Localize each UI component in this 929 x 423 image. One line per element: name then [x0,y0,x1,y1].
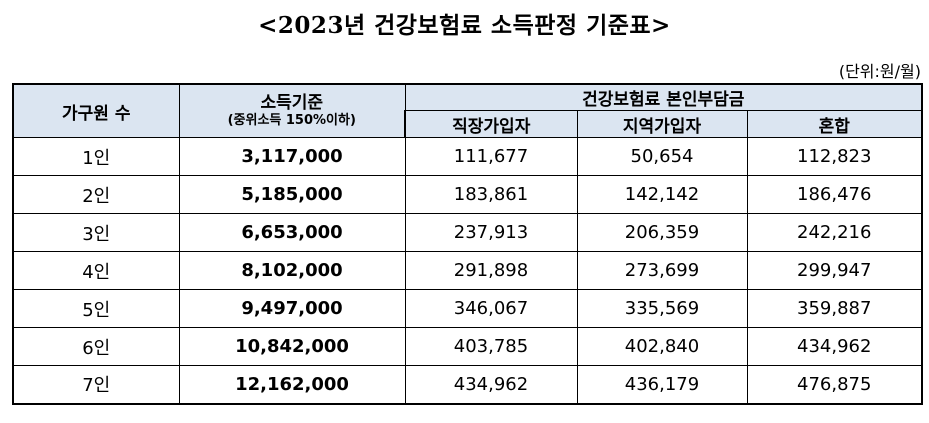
cell-regional: 273,699 [576,251,748,290]
cell-household-size: 3인 [12,213,180,252]
header-income-standard: 소득기준 (중위소득 150%이하) [178,83,406,138]
cell-workplace: 346,067 [404,289,578,328]
header-income-standard-label: 소득기준 [260,93,324,113]
header-workplace: 직장가입자 [404,110,578,138]
cell-mixed: 112,823 [746,137,923,176]
header-income-standard-note: (중위소득 150%이하) [227,113,356,128]
cell-household-size: 5인 [12,289,180,328]
cell-regional: 50,654 [576,137,748,176]
cell-household-size: 7인 [12,365,180,405]
cell-mixed: 242,216 [746,213,923,252]
unit-label: (단위:원/월) [838,62,921,81]
cell-income: 5,185,000 [178,175,406,214]
header-household-size: 가구원 수 [12,83,180,138]
cell-income: 3,117,000 [178,137,406,176]
cell-regional: 436,179 [576,365,748,405]
header-regional: 지역가입자 [576,110,748,138]
table-row: 2인 5,185,000 183,861 142,142 186,476 [12,175,923,214]
cell-mixed: 359,887 [746,289,923,328]
cell-household-size: 6인 [12,327,180,366]
table-row: 1인 3,117,000 111,677 50,654 112,823 [12,137,923,176]
cell-workplace: 183,861 [404,175,578,214]
table-row: 7인 12,162,000 434,962 436,179 476,875 [12,365,923,405]
cell-income: 6,653,000 [178,213,406,252]
cell-mixed: 186,476 [746,175,923,214]
cell-workplace: 237,913 [404,213,578,252]
cell-workplace: 434,962 [404,365,578,405]
cell-regional: 402,840 [576,327,748,366]
cell-mixed: 476,875 [746,365,923,405]
cell-income: 12,162,000 [178,365,406,405]
table-row: 6인 10,842,000 403,785 402,840 434,962 [12,327,923,366]
cell-income: 9,497,000 [178,289,406,328]
header-premium: 건강보험료 본인부담금 [404,83,923,111]
cell-regional: 142,142 [576,175,748,214]
cell-workplace: 291,898 [404,251,578,290]
page-title: <2023년 건강보험료 소득판정 기준표> [258,12,671,39]
cell-mixed: 299,947 [746,251,923,290]
cell-regional: 335,569 [576,289,748,328]
cell-household-size: 1인 [12,137,180,176]
table-row: 5인 9,497,000 346,067 335,569 359,887 [12,289,923,328]
table-row: 3인 6,653,000 237,913 206,359 242,216 [12,213,923,252]
cell-income: 8,102,000 [178,251,406,290]
table-row: 4인 8,102,000 291,898 273,699 299,947 [12,251,923,290]
cell-workplace: 111,677 [404,137,578,176]
cell-workplace: 403,785 [404,327,578,366]
cell-regional: 206,359 [576,213,748,252]
cell-household-size: 4인 [12,251,180,290]
cell-income: 10,842,000 [178,327,406,366]
header-mixed: 혼합 [746,110,923,138]
cell-mixed: 434,962 [746,327,923,366]
cell-household-size: 2인 [12,175,180,214]
income-criteria-table: 가구원 수 소득기준 (중위소득 150%이하) 건강보험료 본인부담금 직장가… [12,83,923,405]
